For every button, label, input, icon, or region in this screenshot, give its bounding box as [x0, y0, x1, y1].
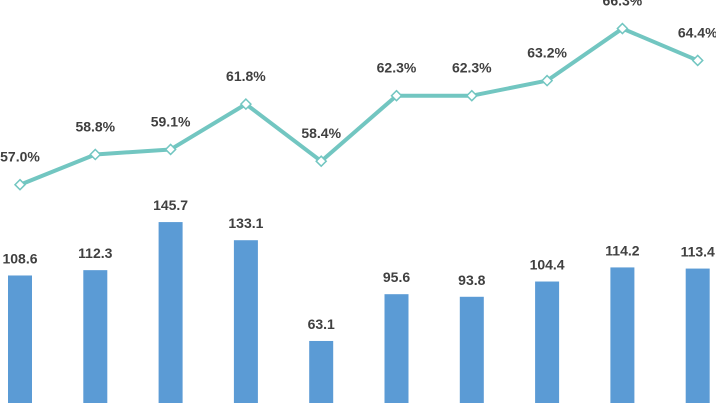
line	[19, 26, 699, 187]
line-marker	[616, 22, 629, 35]
line-value-label: 58.4%	[301, 125, 341, 141]
line-marker	[315, 155, 328, 168]
line-value-label: 66.3%	[603, 0, 643, 9]
line-value-label: 61.8%	[226, 68, 266, 84]
bar-value-label: 104.4	[530, 257, 565, 273]
bar-value-label: 113.4	[681, 244, 715, 260]
line-value-label: 58.8%	[75, 118, 115, 134]
line-marker	[541, 74, 554, 87]
bar	[233, 240, 258, 403]
bar-value-label: 108.6	[2, 250, 37, 266]
bar-value-label: 95.6	[383, 269, 410, 285]
line-marker	[89, 148, 102, 161]
line-marker	[691, 54, 704, 67]
bar	[685, 268, 710, 403]
bar-value-label: 63.1	[308, 316, 335, 332]
bar-value-label: 112.3	[78, 245, 112, 261]
line-value-label: 64.4%	[678, 24, 716, 40]
line-marker	[465, 89, 478, 102]
bar-value-label: 133.1	[228, 215, 263, 231]
line-value-label: 62.3%	[377, 60, 417, 76]
line-value-label: 63.2%	[527, 45, 567, 61]
bar-value-label: 114.2	[605, 242, 639, 258]
bar	[83, 270, 108, 403]
bar	[8, 275, 32, 403]
line-marker	[239, 98, 252, 111]
bar	[309, 340, 334, 403]
bar	[158, 222, 183, 403]
line-marker	[13, 178, 27, 191]
line-value-label: 57.0%	[0, 149, 40, 165]
line-marker	[390, 89, 403, 102]
line-value-label: 62.3%	[452, 60, 492, 76]
bar	[459, 296, 484, 403]
line-marker	[164, 143, 177, 156]
bar	[610, 267, 635, 403]
bar-value-label: 93.8	[458, 272, 485, 288]
line-value-label: 59.1%	[151, 113, 191, 129]
bar	[535, 281, 560, 403]
bar-value-label: 145.7	[153, 197, 188, 213]
bar	[384, 294, 409, 403]
